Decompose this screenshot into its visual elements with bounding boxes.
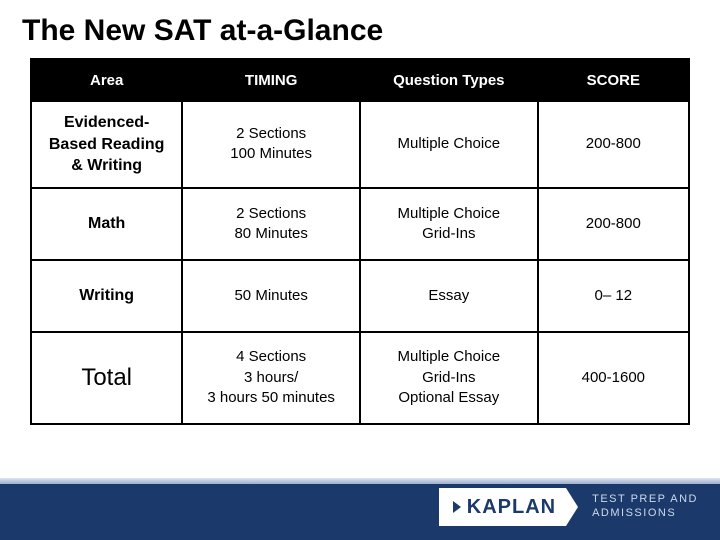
cell-qtypes: Multiple ChoiceGrid-Ins bbox=[360, 188, 538, 260]
brand-block: KAPLAN TEST PREP AND ADMISSIONS bbox=[439, 488, 698, 526]
chevron-right-icon bbox=[453, 501, 461, 513]
cell-score: 200-800 bbox=[538, 188, 689, 260]
page-title: The New SAT at-a-Glance bbox=[0, 0, 720, 58]
cell-area: Writing bbox=[31, 260, 182, 332]
footer-bar: KAPLAN TEST PREP AND ADMISSIONS bbox=[0, 478, 720, 540]
brand-name: KAPLAN bbox=[467, 496, 556, 519]
cell-qtypes: Multiple Choice bbox=[360, 101, 538, 188]
table-header-row: Area TIMING Question Types SCORE bbox=[31, 59, 689, 101]
sat-table: Area TIMING Question Types SCORE Evidenc… bbox=[30, 58, 690, 425]
col-header-qtypes: Question Types bbox=[360, 59, 538, 101]
brand-subtitle: TEST PREP AND ADMISSIONS bbox=[592, 493, 698, 521]
footer-gradient bbox=[0, 478, 720, 484]
cell-total-qtypes: Multiple ChoiceGrid-InsOptional Essay bbox=[360, 332, 538, 424]
cell-score: 0– 12 bbox=[538, 260, 689, 332]
kaplan-logo: KAPLAN bbox=[439, 488, 566, 526]
sat-table-container: Area TIMING Question Types SCORE Evidenc… bbox=[0, 58, 720, 425]
table-row: Writing 50 Minutes Essay 0– 12 bbox=[31, 260, 689, 332]
brand-sub-line1: TEST PREP AND bbox=[592, 493, 698, 507]
col-header-score: SCORE bbox=[538, 59, 689, 101]
cell-total-score: 400-1600 bbox=[538, 332, 689, 424]
table-row: Math 2 Sections80 Minutes Multiple Choic… bbox=[31, 188, 689, 260]
cell-score: 200-800 bbox=[538, 101, 689, 188]
cell-total-label: Total bbox=[31, 332, 182, 424]
cell-timing: 2 Sections100 Minutes bbox=[182, 101, 360, 188]
cell-total-timing: 4 Sections3 hours/3 hours 50 minutes bbox=[182, 332, 360, 424]
col-header-area: Area bbox=[31, 59, 182, 101]
table-row-total: Total 4 Sections3 hours/3 hours 50 minut… bbox=[31, 332, 689, 424]
cell-area: Evidenced-Based Reading& Writing bbox=[31, 101, 182, 188]
cell-timing: 50 Minutes bbox=[182, 260, 360, 332]
cell-qtypes: Essay bbox=[360, 260, 538, 332]
table-row: Evidenced-Based Reading& Writing 2 Secti… bbox=[31, 101, 689, 188]
cell-area: Math bbox=[31, 188, 182, 260]
col-header-timing: TIMING bbox=[182, 59, 360, 101]
cell-timing: 2 Sections80 Minutes bbox=[182, 188, 360, 260]
brand-sub-line2: ADMISSIONS bbox=[592, 507, 698, 521]
